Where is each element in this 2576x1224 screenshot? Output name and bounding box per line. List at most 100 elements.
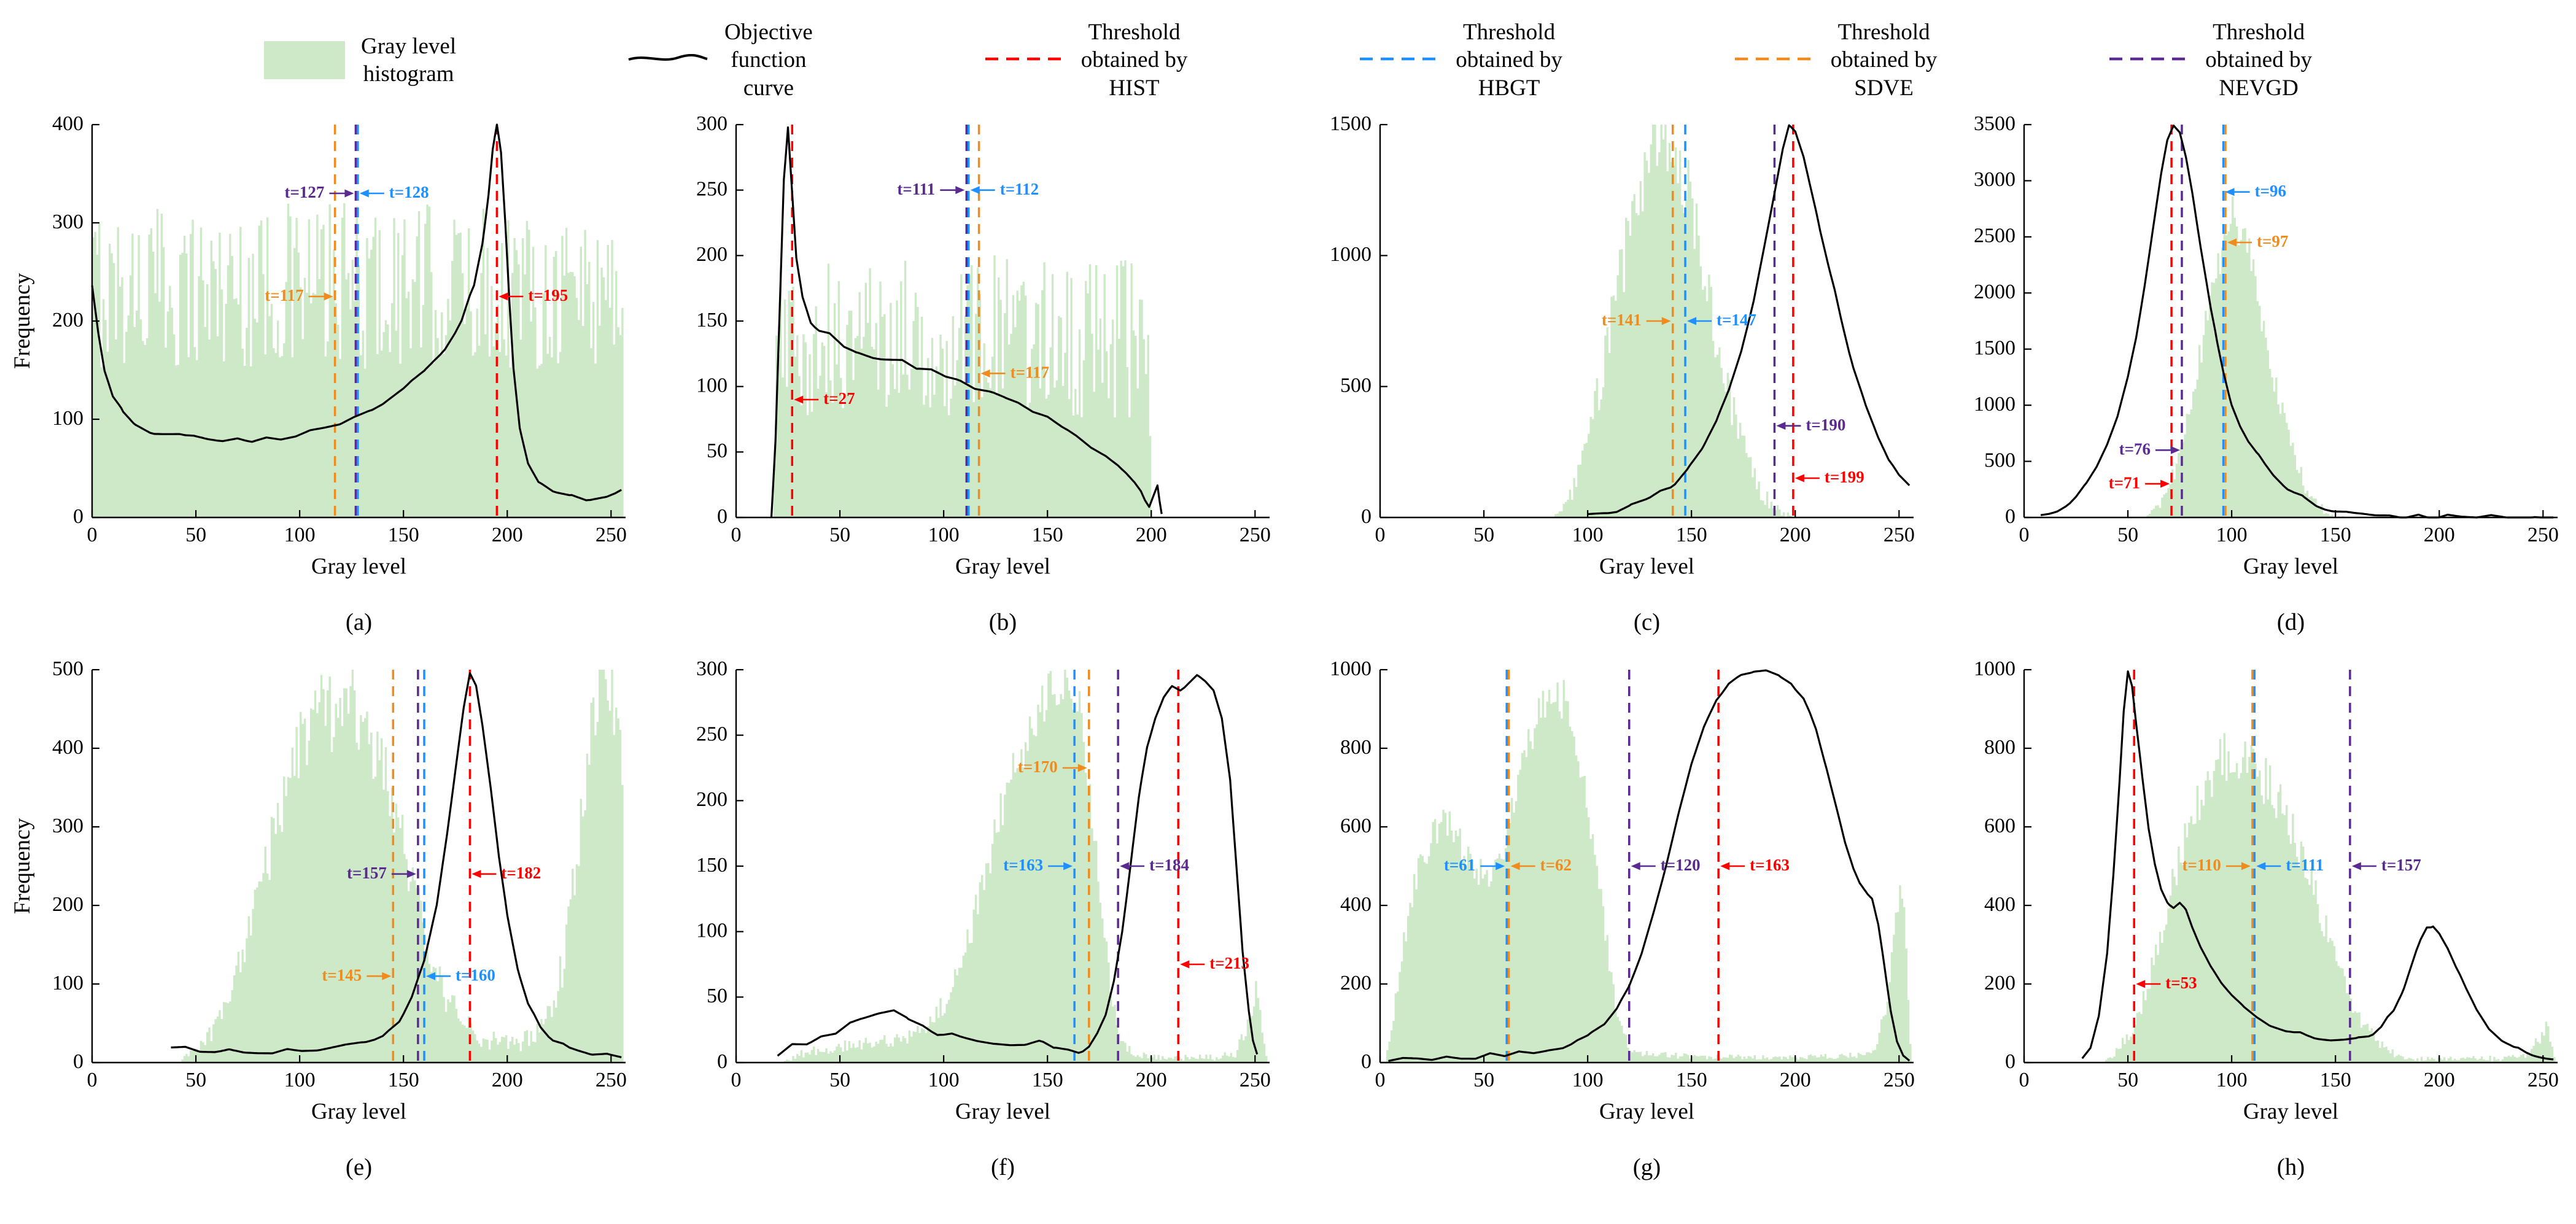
- annotation-SDVE: t=97: [2227, 232, 2288, 250]
- annotation-NEVGD: t=190: [1776, 416, 1845, 434]
- y-tick-label: 2000: [1974, 281, 2015, 303]
- x-tick-label: 200: [1780, 524, 1811, 546]
- annotation-label: t=27: [823, 389, 855, 408]
- x-tick-label: 0: [1375, 524, 1386, 546]
- annotation-HIST: t=53: [2136, 974, 2197, 992]
- subplot-caption-f: (f): [991, 1154, 1015, 1180]
- y-tick-label: 250: [696, 177, 727, 200]
- y-tick-label: 0: [73, 1050, 83, 1073]
- x-tick-label: 200: [492, 1069, 523, 1091]
- y-tick-label: 600: [1340, 815, 1371, 837]
- y-tick-label: 250: [696, 722, 727, 745]
- y-tick-label: 300: [696, 115, 727, 135]
- legend-label: Threshold obtained by HIST: [1080, 20, 1188, 101]
- y-tick-label: 200: [696, 243, 727, 266]
- y-tick-label: 800: [1984, 736, 2015, 759]
- x-tick-label: 50: [2117, 524, 2138, 546]
- annotation-SDVE: t=110: [2182, 856, 2251, 874]
- subplot-b: 0 50 100 150 200 250 0 50 100 150 200 250 300 Gray le…: [644, 112, 1288, 636]
- subplot-g: 0 50 100 150 200 250 0 200 400 600 800 1000 Gray lev…: [1288, 657, 1932, 1181]
- dashed-line-icon: [1359, 54, 1440, 67]
- x-tick-label: 200: [2424, 1069, 2455, 1091]
- histogram-series: [1552, 125, 1912, 517]
- y-tick-label: 500: [1340, 374, 1371, 397]
- x-tick-label: 100: [1572, 524, 1604, 546]
- x-axis-label: Gray level: [311, 1099, 406, 1125]
- annotation-label: t=170: [1018, 757, 1058, 776]
- annotation-label: t=147: [1717, 311, 1756, 329]
- y-tick-label: 500: [52, 660, 83, 680]
- y-tick-label: 0: [73, 505, 83, 528]
- x-tick-label: 100: [928, 1069, 960, 1091]
- objective-curve: [2081, 670, 2554, 1061]
- annotation-HBGT: t=112: [970, 180, 1039, 198]
- y-tick-label: 100: [696, 374, 727, 397]
- legend-label: Threshold obtained by NEVGD: [2205, 20, 2312, 101]
- subplot-caption-h: (h): [2276, 1154, 2305, 1180]
- annotation-label: t=127: [285, 183, 325, 201]
- legend-item-4: Threshold obtained by SDVE: [1734, 18, 1938, 101]
- histogram-series: [2103, 733, 2556, 1063]
- annotation-SDVE: t=62: [1510, 856, 1572, 874]
- y-tick-label: 200: [1340, 972, 1371, 994]
- annotation-HIST: t=195: [499, 286, 568, 304]
- x-tick-label: 150: [1676, 524, 1707, 546]
- y-tick-label: 1000: [1330, 243, 1371, 266]
- x-tick-label: 0: [87, 524, 98, 546]
- annotation-HIST: t=182: [471, 864, 541, 882]
- y-tick-label: 0: [2005, 505, 2015, 528]
- annotation-SDVE: t=145: [322, 966, 392, 984]
- x-axis-label: Gray level: [2243, 1099, 2338, 1125]
- y-tick-label: 300: [696, 660, 727, 680]
- chart-c: 0 50 100 150 200 250 0 500 1000 1500 Gray level t=1…: [1330, 112, 1915, 579]
- annotation-HBGT: t=61: [1444, 856, 1505, 874]
- annotation-label: t=141: [1602, 311, 1642, 329]
- x-tick-label: 50: [1473, 524, 1494, 546]
- y-tick-label: 100: [52, 407, 83, 430]
- chart-h: 0 50 100 150 200 250 0 200 400 600 800 1000 Gray lev…: [1974, 657, 2559, 1125]
- subplot-caption-g: (g): [1632, 1154, 1661, 1180]
- annotation-label: t=182: [501, 864, 541, 882]
- annotation-label: t=76: [2119, 440, 2151, 458]
- legend-item-3: Threshold obtained by HBGT: [1359, 18, 1562, 101]
- x-tick-label: 0: [2019, 1069, 2030, 1091]
- y-tick-label: 300: [52, 211, 83, 233]
- histogram-series: [736, 255, 1268, 517]
- legend-label: Threshold obtained by SDVE: [1830, 20, 1938, 101]
- y-tick-label: 100: [696, 919, 727, 942]
- x-tick-label: 250: [596, 524, 627, 546]
- y-tick-label: 400: [52, 115, 83, 135]
- y-tick-label: 0: [1361, 1050, 1371, 1073]
- x-tick-label: 200: [492, 524, 523, 546]
- histogram-swatch-icon: [264, 41, 345, 79]
- subplot-c: 0 50 100 150 200 250 0 500 1000 1500 Gray level t=1…: [1288, 112, 1932, 636]
- y-tick-label: 1000: [1974, 660, 2015, 680]
- objective-curve: [1388, 669, 1911, 1062]
- y-tick-label: 1000: [1330, 660, 1371, 680]
- subplot-caption-d: (d): [2276, 609, 2305, 635]
- x-tick-label: 100: [284, 1069, 316, 1091]
- subplot-caption-c: (c): [1633, 609, 1661, 635]
- x-tick-label: 50: [185, 1069, 206, 1091]
- chart-d: 0 50 100 150 200 2500500100015002000250030003…: [1974, 112, 2559, 579]
- y-tick-label: 100: [52, 972, 83, 994]
- subplot-d: 0 50 100 150 200 250 0 500 1000 1500 2000 2500 3000 3…: [1932, 112, 2576, 636]
- x-tick-label: 150: [2320, 524, 2351, 546]
- annotation-HBGT: t=96: [2225, 182, 2286, 200]
- x-tick-label: 0: [2019, 524, 2030, 546]
- x-tick-label: 0: [1375, 1069, 1386, 1091]
- objective-curve: [2040, 124, 2554, 519]
- annotation-NEVGD: t=76: [2119, 440, 2180, 458]
- subplot-caption-e: (e): [345, 1154, 373, 1180]
- x-tick-label: 150: [1032, 524, 1063, 546]
- x-tick-label: 100: [2216, 1069, 2248, 1091]
- annotation-label: t=96: [2255, 182, 2286, 200]
- annotation-label: t=199: [1825, 468, 1864, 486]
- x-tick-label: 150: [388, 524, 419, 546]
- annotation-SDVE: t=141: [1602, 311, 1671, 329]
- x-axis-label: Gray level: [311, 554, 406, 579]
- x-tick-label: 200: [2424, 524, 2455, 546]
- y-tick-label: 1500: [1330, 115, 1371, 135]
- x-tick-label: 0: [87, 1069, 98, 1091]
- x-tick-label: 200: [1780, 1069, 1811, 1091]
